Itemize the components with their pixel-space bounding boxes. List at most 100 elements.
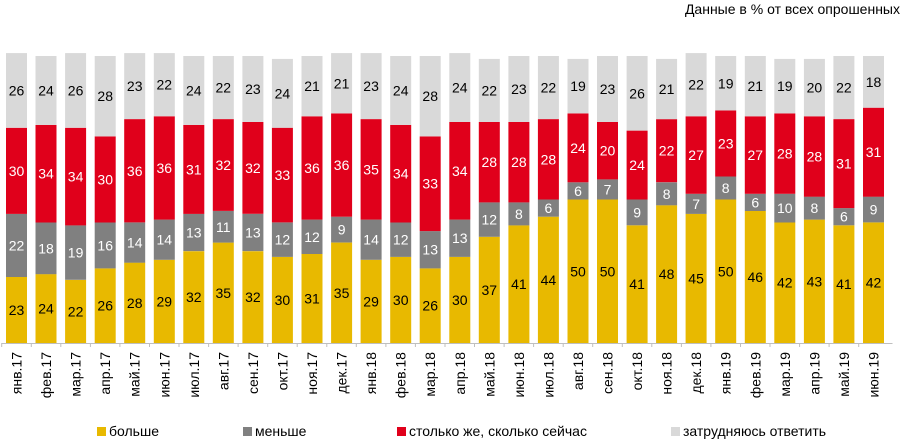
bar-segment-less [65,225,87,280]
bar-segment-more [94,268,116,343]
data-label-same: 34 [68,169,84,185]
bar-segment-less [242,213,264,252]
bar-segment-less [419,231,441,269]
data-label-less: 14 [157,232,173,248]
data-label-undecided: 21 [304,78,320,94]
data-label-undecided: 28 [422,88,438,104]
bar-segment-less [271,222,293,257]
bar-segment-less [597,179,618,200]
x-tick-label: апр.18 [452,352,468,395]
legend-label-undecided: затрудняюсь ответить [683,423,827,439]
bar-segment-more [597,199,618,343]
x-tick-label: июн.19 [866,352,882,398]
bar-segment-undecided [537,56,559,120]
bar-segment-less [153,219,175,260]
data-label-less: 13 [186,225,202,241]
x-tick-label: июн.17 [156,352,172,398]
x-tick-label: дек.18 [688,352,704,394]
data-label-more: 48 [659,266,675,282]
data-label-more: 41 [836,276,852,292]
bar-segment-more [478,236,500,343]
bar-segment-same [271,127,293,223]
x-tick-label: май.18 [481,352,497,397]
bar-segment-same [65,127,87,226]
data-label-same: 30 [9,163,25,179]
data-label-less: 8 [663,186,671,202]
bar-segment-more [331,242,353,344]
bar-segment-undecided [863,56,884,108]
data-label-same: 32 [216,157,232,173]
bar-segment-more [744,211,766,343]
legend-swatch-more [97,426,106,436]
bar-segment-less [508,202,530,226]
data-label-undecided: 22 [482,82,498,98]
data-label-more: 28 [127,295,143,311]
data-label-undecided: 28 [97,88,113,104]
bar-segment-more [360,259,382,343]
data-label-same: 34 [393,166,409,182]
data-label-more: 45 [688,270,704,286]
bar-segment-more [6,277,27,343]
x-tick-label: дек.17 [334,352,350,394]
data-label-less: 8 [515,206,523,222]
bar-segment-more [271,256,293,343]
data-label-same: 28 [807,148,823,164]
data-label-same: 24 [629,157,645,173]
bar-segment-more [567,199,589,343]
data-label-same: 36 [334,157,350,173]
bar-segment-less [715,176,737,200]
bar-segment-undecided [6,53,27,128]
bar-segment-more [685,213,707,343]
bar-segment-less [567,182,589,200]
bar-segment-undecided [419,56,441,137]
data-label-same: 33 [422,176,438,192]
bar-segment-less [478,202,500,237]
bar-segment-less [774,193,796,223]
data-label-same: 28 [541,151,557,167]
data-label-same: 23 [718,136,734,152]
data-label-less: 13 [452,230,468,246]
bar-segment-more [508,225,530,343]
bar-segment-undecided [508,56,530,122]
bar-segment-more [715,199,737,343]
bar-segment-less [537,199,559,217]
bar-segment-same [124,119,146,223]
bar-segment-same [449,122,471,220]
bar-segment-more [153,259,175,343]
bar-segment-same [183,124,205,214]
bar-segment-same [567,113,589,183]
bar-segment-more [537,216,559,343]
bar-segment-same [212,119,234,211]
bar-segment-undecided [715,56,737,111]
data-label-less: 13 [245,225,261,241]
bar-segment-same [508,122,530,203]
bar-segment-same [478,122,500,203]
bar-segment-same [6,127,27,214]
data-label-more: 29 [157,293,173,309]
bar-segment-same [685,116,707,194]
bar-segment-less [94,222,116,269]
bar-segment-undecided [803,58,825,117]
data-label-same: 28 [777,146,793,162]
data-label-less: 7 [692,196,700,212]
data-label-undecided: 19 [777,78,793,94]
bar-segment-same [390,124,412,223]
data-label-more: 30 [275,292,291,308]
data-label-same: 35 [363,161,379,177]
x-tick-label: июл.17 [186,352,202,398]
data-label-same: 34 [38,166,54,182]
data-label-less: 8 [722,180,730,196]
data-label-less: 12 [304,229,320,245]
bar-segment-same [331,113,353,217]
bar-segment-same [153,116,175,220]
data-label-more: 42 [777,275,793,291]
data-label-more: 23 [9,302,25,318]
bar-segment-more [35,274,57,343]
data-label-less: 9 [338,222,346,238]
bar-segment-less [863,196,884,223]
bar-segment-less [626,199,648,226]
data-label-more: 35 [334,285,350,301]
data-label-more: 44 [541,272,557,288]
bar-segment-same [715,110,737,177]
